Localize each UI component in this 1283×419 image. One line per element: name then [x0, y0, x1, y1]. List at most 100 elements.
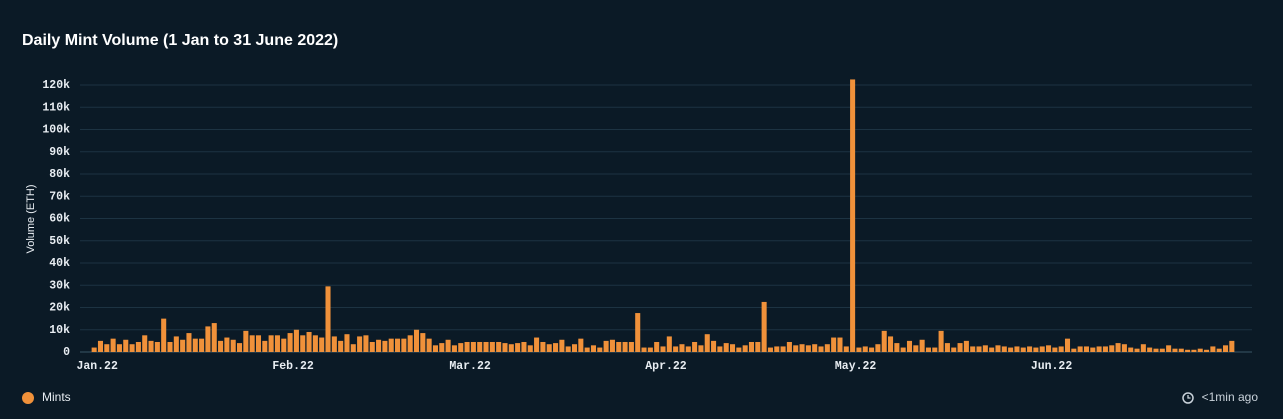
bar	[382, 340, 388, 352]
bar	[1140, 344, 1146, 352]
bar	[154, 341, 160, 352]
chart-title: Daily Mint Volume (1 Jan to 31 June 2022…	[22, 32, 338, 49]
bar	[274, 335, 280, 352]
bar	[249, 335, 255, 352]
bar	[268, 335, 274, 352]
bar	[1102, 346, 1108, 352]
bar	[888, 336, 894, 352]
bar	[205, 326, 211, 352]
bar	[1046, 345, 1052, 352]
bar	[300, 335, 306, 352]
bar	[881, 330, 887, 352]
bar	[401, 338, 407, 352]
bar	[439, 343, 445, 352]
bar	[862, 346, 868, 352]
bar	[597, 347, 603, 352]
bar	[748, 341, 755, 352]
bar	[281, 338, 287, 352]
bar	[938, 330, 944, 352]
bar	[540, 341, 546, 352]
bar	[1090, 347, 1096, 352]
bar	[496, 341, 502, 352]
bar	[824, 344, 830, 352]
bar	[622, 341, 628, 352]
bar	[173, 336, 179, 352]
bar	[951, 347, 957, 352]
legend-label: Mints	[42, 390, 71, 404]
bar	[325, 286, 331, 352]
bar	[704, 334, 710, 352]
bar	[698, 345, 704, 352]
bar	[805, 345, 811, 352]
bar	[1216, 348, 1222, 352]
clock-hand	[1187, 395, 1191, 399]
bar	[186, 333, 192, 352]
bar	[293, 329, 299, 352]
bar	[432, 345, 438, 352]
y-tick-label: 40k	[49, 257, 70, 270]
bar	[97, 340, 104, 352]
bar	[1153, 348, 1159, 352]
bar	[571, 344, 578, 352]
bar	[1222, 345, 1229, 352]
x-tick-label: Jan.22	[76, 360, 118, 373]
bar	[673, 346, 679, 352]
bar	[628, 341, 634, 352]
bar	[1204, 349, 1210, 352]
y-axis-label: Volume (ETH)	[25, 184, 37, 253]
bar	[135, 341, 141, 352]
bar	[559, 339, 565, 352]
bar	[262, 340, 268, 352]
bar	[1064, 338, 1071, 352]
bar	[679, 344, 685, 352]
bar	[237, 343, 243, 352]
bar	[970, 346, 976, 352]
bar	[685, 346, 691, 352]
bar	[123, 339, 129, 352]
bar	[369, 341, 375, 352]
bar	[925, 347, 931, 352]
y-tick-label: 60k	[49, 213, 70, 226]
bar	[1210, 346, 1216, 352]
y-tick-label: 50k	[49, 235, 70, 248]
updated-indicator: <1min ago	[1182, 390, 1258, 404]
bar	[818, 346, 824, 352]
bar	[1197, 348, 1203, 352]
bar	[357, 336, 363, 352]
bar	[1071, 348, 1077, 352]
y-tick-label: 90k	[49, 146, 70, 159]
bar	[199, 338, 205, 352]
bar	[319, 337, 325, 352]
bar	[211, 323, 217, 352]
bar	[1014, 346, 1020, 352]
bar	[711, 340, 717, 352]
bar	[1134, 348, 1140, 352]
bar	[831, 337, 837, 352]
bar	[957, 343, 963, 352]
y-tick-label: 120k	[42, 79, 70, 92]
bar	[161, 318, 167, 352]
x-tick-label: Jun.22	[1031, 360, 1073, 373]
bar	[344, 334, 350, 352]
bar	[565, 346, 571, 352]
bar	[420, 333, 426, 352]
bar	[982, 345, 988, 352]
bar	[913, 345, 919, 352]
bar	[255, 335, 262, 352]
bar	[736, 347, 742, 352]
bar	[142, 335, 148, 352]
bar	[1052, 347, 1058, 352]
x-tick-label: Feb.22	[272, 360, 314, 373]
y-tick-label: 110k	[42, 101, 70, 114]
bar	[230, 339, 236, 352]
y-tick-label: 10k	[49, 324, 70, 337]
bar	[578, 338, 584, 352]
y-tick-label: 20k	[49, 302, 70, 315]
bar	[451, 345, 457, 352]
bar	[609, 339, 615, 352]
bar	[900, 347, 906, 352]
bar	[148, 340, 154, 352]
bar	[590, 345, 597, 352]
bar	[1178, 348, 1184, 352]
